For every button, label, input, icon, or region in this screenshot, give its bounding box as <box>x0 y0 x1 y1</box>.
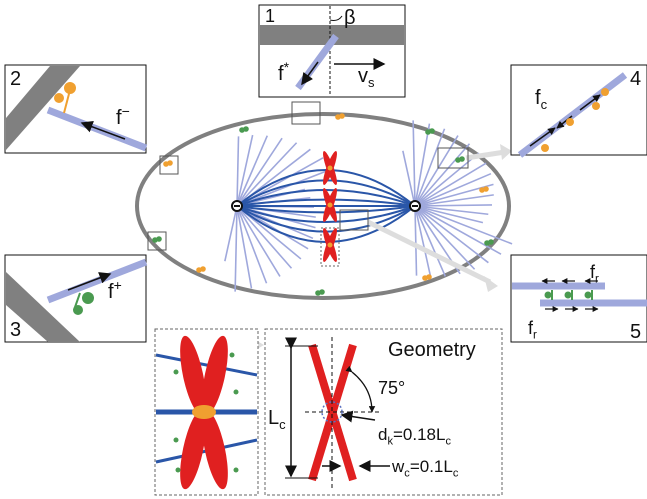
label: 5 <box>630 321 641 343</box>
motor <box>156 236 162 242</box>
label-part: c <box>279 417 286 432</box>
kinetochore <box>328 243 333 248</box>
motor <box>426 274 432 280</box>
kinetochore <box>328 203 333 208</box>
astral-microtubule <box>415 205 492 206</box>
label: β <box>344 7 356 29</box>
chromosome-panel <box>155 329 258 495</box>
label-part: v <box>358 65 368 87</box>
label-part: d <box>378 425 387 444</box>
label-part: =0.1L <box>410 457 453 476</box>
kinetochore <box>328 166 333 171</box>
motor <box>488 239 494 245</box>
motor <box>459 156 465 162</box>
motor <box>200 266 206 272</box>
cell <box>137 113 512 298</box>
motor <box>243 126 249 132</box>
motor <box>483 186 489 192</box>
label: Geometry <box>388 339 476 361</box>
label: 4 <box>630 68 641 90</box>
label-part: =0.18L <box>393 425 445 444</box>
panel-3 <box>5 255 146 342</box>
label-part: c <box>453 467 459 479</box>
figure: 1βf*vs2f−3f+4fc5frfrGeometry75°Lcdk=0.18… <box>0 0 647 499</box>
label-part: c <box>445 435 451 447</box>
label: 3 <box>10 319 21 341</box>
motor <box>429 128 435 134</box>
label-part: c <box>541 97 548 112</box>
label: 2 <box>10 68 21 90</box>
label-part: r <box>595 273 599 286</box>
label-part: * <box>284 59 290 75</box>
label: 75° <box>378 378 405 398</box>
label-part: L <box>268 407 279 429</box>
label-part: − <box>122 103 130 119</box>
label-part: s <box>368 75 375 90</box>
label-part: w <box>391 457 405 476</box>
label: wc=0.1Lc <box>391 457 459 479</box>
motor <box>339 113 345 119</box>
motor <box>167 160 173 166</box>
label: 1 <box>265 6 275 26</box>
panel-4 <box>511 65 647 155</box>
label-part: + <box>114 277 122 293</box>
label-part: r <box>533 329 537 342</box>
motor <box>319 289 325 295</box>
